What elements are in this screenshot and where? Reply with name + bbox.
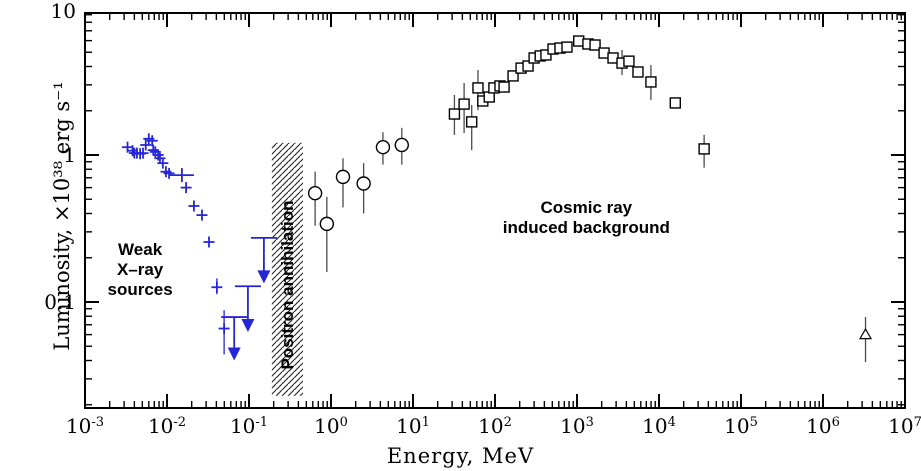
data-point-square — [448, 108, 461, 120]
series-high-energy-triangle — [858, 317, 873, 363]
data-point-circle — [356, 176, 371, 191]
positron-annihilation-band — [271, 142, 303, 396]
data-point-square — [507, 70, 519, 82]
data-point-square — [540, 49, 552, 61]
data-point-circle — [335, 169, 351, 185]
data-point-square — [466, 116, 478, 128]
axis-ticks — [84, 13, 906, 408]
series-cosmic-ray-background — [448, 35, 710, 168]
series-gamma-ray-circles — [307, 127, 409, 272]
upper-limit-arrowhead — [227, 347, 241, 361]
data-point-square — [561, 41, 573, 53]
plot-frame — [84, 12, 906, 409]
data-point-circle — [394, 137, 409, 153]
data-point-square — [669, 97, 681, 109]
data-point-square — [472, 82, 484, 94]
data-point-triangle — [858, 327, 873, 340]
data-point-square — [589, 39, 601, 51]
data-point-square — [632, 66, 644, 78]
series-xray-upper-limits — [221, 236, 277, 361]
data-point-circle — [375, 139, 391, 155]
data-point-square — [573, 35, 585, 47]
data-point-square — [458, 98, 470, 110]
data-point-circle — [319, 216, 335, 232]
data-point-square — [498, 81, 510, 93]
data-point-square — [623, 55, 635, 67]
upper-limit-arrowhead — [257, 270, 271, 284]
data-point-square — [645, 76, 657, 88]
data-point-square — [698, 143, 710, 155]
upper-limit-arrowhead — [241, 319, 255, 333]
data-point-circle — [307, 185, 323, 201]
data-point-square — [522, 60, 534, 72]
series-weak-xray-sources — [122, 133, 230, 355]
